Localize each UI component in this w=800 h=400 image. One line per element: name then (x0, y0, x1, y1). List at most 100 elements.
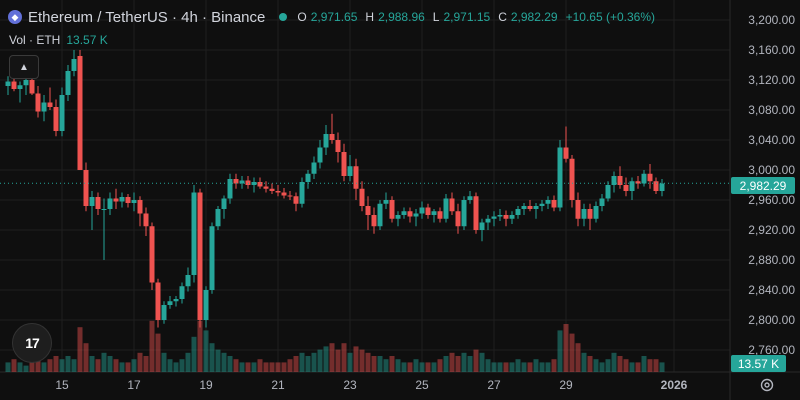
volume-label[interactable]: Vol · ETH (9, 33, 61, 47)
volume-bar (581, 352, 587, 372)
candle-body (647, 173, 653, 182)
candle-body (419, 207, 425, 214)
price-tick-label: 2,920.00 (748, 223, 795, 237)
candle-body (347, 166, 353, 176)
volume-bar (653, 359, 659, 372)
settings-icon[interactable] (758, 376, 776, 394)
candle-body (593, 206, 599, 219)
candle-body (443, 198, 449, 219)
volume-bar (269, 362, 275, 372)
candle-body (401, 211, 407, 215)
time-tick-label: 25 (415, 378, 429, 392)
volume-bar (29, 359, 35, 372)
candle-body (581, 209, 587, 219)
volume-bar (215, 349, 221, 372)
volume-bar (137, 352, 143, 372)
candle-body (509, 215, 515, 219)
candle-body (449, 198, 455, 212)
volume-bar (353, 346, 359, 372)
open-label: O (297, 10, 307, 24)
time-tick-label: 15 (55, 378, 69, 392)
volume-bar (35, 356, 41, 372)
price-tick-label: 2,800.00 (748, 313, 795, 327)
volume-bar (305, 356, 311, 372)
volume-bar (191, 336, 197, 372)
symbol-title[interactable]: Ethereum / TetherUS · 4h · Binance (28, 8, 266, 26)
volume-bar (59, 359, 65, 372)
volume-bar (173, 362, 179, 372)
volume-bar (125, 362, 131, 372)
candle-body (203, 290, 209, 320)
candle-body (605, 185, 611, 199)
time-tick-label: 29 (559, 378, 573, 392)
price-tick-label: 3,040.00 (748, 133, 795, 147)
volume-bar (119, 362, 125, 372)
candle-body (359, 188, 365, 206)
candle-body (143, 213, 149, 227)
candle-body (353, 166, 359, 189)
candle-body (557, 147, 563, 208)
candle-body (365, 206, 371, 215)
candle-body (335, 140, 341, 152)
candle-body (191, 192, 197, 275)
candle-body (125, 197, 131, 203)
volume-bar (461, 352, 467, 372)
candle-body (257, 182, 263, 187)
candle-body (569, 158, 575, 200)
candle-body (329, 134, 335, 140)
volume-bar (587, 356, 593, 372)
volume-bar (647, 359, 653, 372)
candle-body (131, 200, 137, 203)
candle-body (263, 186, 269, 189)
volume-bar (521, 362, 527, 372)
candle-body (527, 206, 533, 209)
candle-body (269, 188, 275, 191)
candle-body (197, 192, 203, 320)
change-value: +10.65 (+0.36%) (565, 10, 655, 24)
time-tick-label: 23 (343, 378, 357, 392)
candle-body (485, 218, 491, 223)
volume-bar (335, 349, 341, 372)
candle-body (227, 179, 233, 199)
volume-bar (467, 356, 473, 372)
time-tick-label: 21 (271, 378, 285, 392)
candle-body (629, 181, 635, 191)
candle-body (395, 215, 401, 219)
candle-body (491, 216, 497, 219)
collapse-legend-button[interactable]: ▲ (9, 55, 39, 79)
volume-bar (131, 359, 137, 372)
candle-body (119, 197, 125, 202)
volume-bar (41, 362, 47, 372)
volume-bar (107, 356, 113, 372)
volume-bar (641, 356, 647, 372)
symbol-legend: ◆ Ethereum / TetherUS · 4h · Binance O 2… (8, 6, 659, 28)
volume-bar (71, 359, 77, 372)
volume-bar (503, 362, 509, 372)
volume-bar (23, 365, 29, 372)
volume-bar (341, 343, 347, 372)
candle-body (281, 192, 287, 196)
candle-body (431, 211, 437, 215)
close-label: C (498, 10, 507, 24)
volume-bar (233, 359, 239, 372)
volume-bar (497, 362, 503, 372)
candle-body (23, 80, 29, 86)
volume-bar (551, 359, 557, 372)
volume-bar (485, 359, 491, 372)
volume-bar (365, 352, 371, 372)
volume-bar (311, 352, 317, 372)
candle-body (167, 301, 173, 305)
candle-body (17, 85, 23, 89)
time-tick-label: 27 (487, 378, 501, 392)
volume-bar (227, 356, 233, 372)
volume-bar (17, 362, 23, 372)
candle-body (71, 59, 77, 71)
volume-bar (143, 356, 149, 372)
candle-body (11, 81, 17, 89)
tradingview-logo[interactable]: 17 (12, 323, 52, 363)
volume-bar (437, 359, 443, 372)
volume-bar (509, 362, 515, 372)
volume-bar (347, 352, 353, 372)
volume-bar (419, 362, 425, 372)
